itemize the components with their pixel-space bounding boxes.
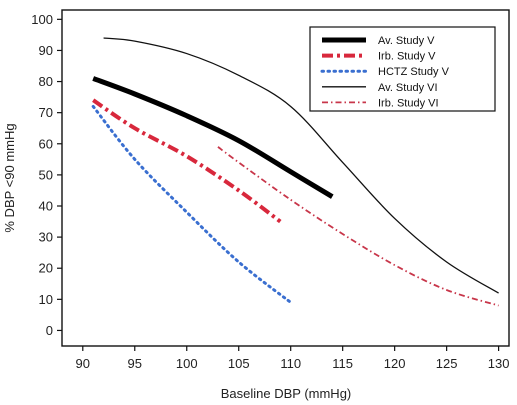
y-tick-label: 80 (39, 74, 53, 89)
x-axis: 90 95 100 105 110 115 120 125 130 (76, 346, 510, 371)
y-tick-label: 20 (39, 261, 53, 276)
y-axis-title: % DBP <90 mmHg (2, 123, 17, 232)
y-tick-label: 50 (39, 167, 53, 182)
legend-label-irb-study-v: Irb. Study V (378, 51, 436, 63)
legend-label-irb-study-vi: Irb. Study VI (378, 97, 439, 109)
x-tick-label: 115 (332, 356, 353, 371)
x-tick-label: 105 (228, 356, 250, 371)
series-line-av-study-vi (103, 37, 499, 294)
y-tick-label: 10 (39, 292, 53, 307)
x-axis-title: Baseline DBP (mmHg) (221, 386, 352, 401)
y-tick-label: 0 (46, 323, 53, 338)
series-line-av-study-v (92, 76, 334, 199)
legend-label-av-study-v: Av. Study V (378, 35, 435, 47)
y-tick-label: 60 (39, 136, 53, 151)
x-tick-label: 130 (488, 356, 510, 371)
y-tick-label: 90 (39, 43, 53, 58)
y-tick-label: 40 (39, 199, 53, 214)
y-tick-label: 30 (39, 230, 53, 245)
x-tick-label: 90 (76, 356, 90, 371)
x-tick-label: 100 (176, 356, 198, 371)
series-line-hctz-study-v (91, 104, 293, 304)
y-tick-label: 70 (39, 105, 53, 120)
series-layer (91, 37, 499, 307)
y-tick-label: 100 (31, 12, 53, 27)
x-tick-label: 120 (384, 356, 406, 371)
legend-label-hctz-study-v: HCTZ Study V (378, 66, 450, 78)
x-tick-label: 110 (280, 356, 301, 371)
series-line-irb-study-vi (217, 146, 499, 307)
y-axis: 0 10 20 30 40 50 60 70 80 90 100 (31, 12, 62, 338)
x-tick-label: 125 (436, 356, 458, 371)
x-tick-label: 95 (128, 356, 142, 371)
legend-label-av-study-vi: Av. Study VI (378, 82, 438, 94)
legend: Av. Study V Irb. Study V HCTZ Study V Av. S… (309, 26, 496, 112)
